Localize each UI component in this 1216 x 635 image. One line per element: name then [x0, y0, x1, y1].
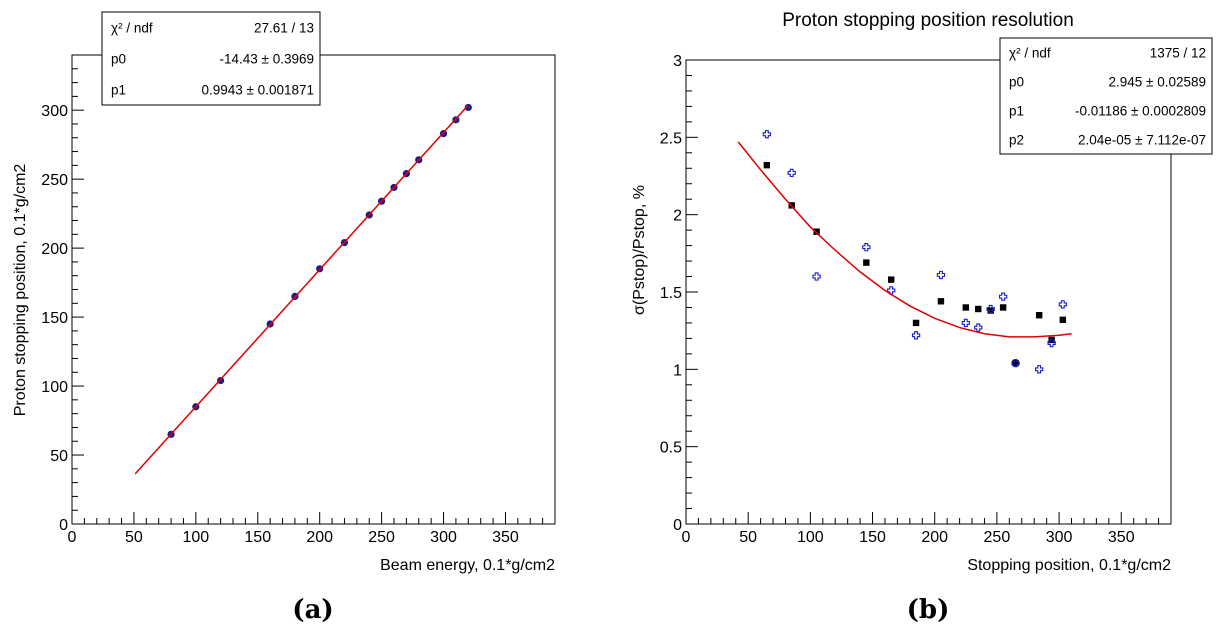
x-tick-label: 100 [797, 529, 824, 546]
x-tick-label: 350 [492, 529, 519, 546]
data-point [887, 286, 896, 295]
stats-box: χ² / ndf 27.61 / 13 p0 -14.43 ± 0.3969 p1 0.9… [101, 11, 321, 106]
data-point [936, 270, 946, 280]
stats-value: 27.61 / 13 [254, 21, 314, 36]
stats-value: 2.945 ± 0.02589 [1109, 75, 1207, 90]
stats-box-frame [101, 11, 321, 106]
plot-title: Proton stopping position resolution [782, 10, 1074, 31]
stats-label: χ² / ndf [111, 21, 153, 36]
stats-value: 2.04e-05 ± 7.112e-07 [1078, 133, 1206, 148]
stats-box: χ² / ndf 1375 / 12 p0 2.945 ± 0.02589 p1 -0.0… [999, 37, 1213, 155]
x-tick-label: 250 [368, 529, 395, 546]
x-tick-label: 150 [859, 529, 886, 546]
y-tick-label: 1.5 [660, 285, 682, 302]
data-point [1059, 316, 1067, 324]
x-tick-label: 100 [182, 529, 209, 546]
data-point [975, 305, 982, 313]
data-point [986, 304, 995, 314]
x-tick-label: 50 [739, 529, 757, 546]
stats-label: p1 [1009, 104, 1024, 119]
x-tick-label: 50 [125, 529, 143, 546]
data-point [912, 319, 920, 327]
data-point [464, 103, 472, 112]
stats-value: 1375 / 12 [1150, 46, 1206, 61]
data-point [887, 276, 895, 283]
fit-curve [737, 141, 1072, 338]
stats-label: χ² / ndf [1009, 46, 1051, 61]
panel-label: (a) [292, 595, 333, 625]
x-tick-label: 150 [244, 529, 271, 546]
chart-panel-a: 0 50 100 150 200 250 300 350 0 50 100 150 200 250 300 χ… [12, 11, 556, 625]
y-axis-title: σ(Pstop)/Pstop, % [631, 185, 648, 315]
data-point [787, 168, 796, 178]
data-point [1035, 312, 1043, 319]
y-tick-label: 200 [41, 241, 68, 258]
y-axis-title: Proton stopping position, 0.1*g/cm2 [12, 164, 29, 417]
data-point [862, 242, 871, 252]
stats-label: p1 [111, 83, 126, 98]
y-tick-label: 0.5 [660, 440, 682, 457]
data-point [962, 304, 970, 311]
data-point [1011, 358, 1020, 368]
x-tick-label: 300 [430, 529, 457, 546]
x-tick-label: 0 [68, 529, 77, 546]
y-tick-label: 250 [41, 172, 68, 189]
y-tick-label: 0 [673, 517, 682, 534]
data-point [937, 298, 945, 305]
data-point [1035, 365, 1044, 374]
stats-box-frame [999, 37, 1213, 155]
y-tick-label: 150 [41, 310, 68, 327]
data-point [813, 228, 820, 235]
chart-panel-b: 0 50 100 150 200 250 300 350 0 0.5 1 1.5 2 2.5 3 χ² / n… [631, 10, 1213, 625]
stats-value: -0.01186 ± 0.0002809 [1075, 104, 1206, 119]
x-tick-label: 200 [306, 529, 333, 546]
x-tick-label: 250 [984, 529, 1011, 546]
data-point [987, 307, 994, 314]
y-tick-label: 2.5 [660, 130, 682, 147]
x-axis-title: Stopping position, 0.1*g/cm2 [967, 557, 1171, 574]
data-point [974, 323, 983, 332]
y-tick-label: 0 [59, 517, 68, 534]
fit-curve [134, 104, 469, 475]
data-point [763, 161, 771, 169]
data-point [863, 259, 870, 266]
data-point [1047, 338, 1056, 348]
y-tick-label: 50 [50, 448, 68, 465]
y-tick-label: 1 [673, 362, 682, 379]
x-tick-label: 300 [1046, 529, 1073, 546]
data-point [1058, 300, 1067, 309]
x-tick-label: 350 [1108, 529, 1135, 546]
stats-label: p2 [1009, 133, 1024, 148]
data-point [1012, 359, 1019, 367]
stats-label: p0 [111, 52, 126, 67]
stats-value: -14.43 ± 0.3969 [220, 52, 314, 67]
y-tick-label: 3 [673, 53, 682, 70]
x-tick-label: 200 [921, 529, 948, 546]
x-axis-title: Beam energy, 0.1*g/cm2 [380, 557, 555, 574]
stats-value: 0.9943 ± 0.001871 [201, 83, 314, 98]
y-tick-label: 300 [41, 103, 68, 120]
data-point [911, 331, 921, 340]
data-point [961, 318, 970, 328]
plot-frame [71, 54, 556, 525]
data-point [998, 292, 1008, 301]
data-point [762, 130, 771, 139]
x-tick-label: 0 [682, 529, 691, 546]
panel-label: (b) [907, 595, 950, 625]
y-tick-label: 100 [41, 379, 68, 396]
data-point [999, 304, 1007, 311]
stats-label: p0 [1009, 75, 1024, 90]
data-point [812, 272, 821, 281]
y-tick-label: 2 [673, 208, 682, 225]
